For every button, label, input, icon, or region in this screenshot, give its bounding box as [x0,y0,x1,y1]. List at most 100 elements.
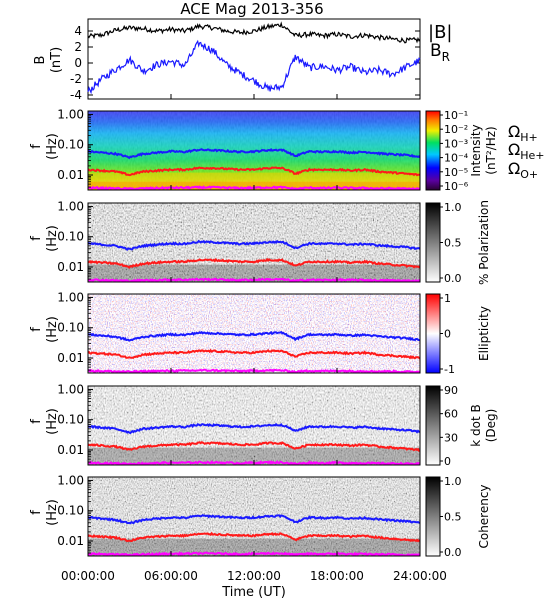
freq-tick-label: 0.01 [57,443,84,457]
colorbar-polarization [425,202,441,283]
panel-b-ylabel: B [33,56,48,65]
h-plus-gyro-line [88,422,420,435]
panel-coherence-image [88,477,420,556]
colorbar-tick-label: 0 [444,328,451,341]
colorbar-tick-label: 30 [444,431,458,444]
spectrogram-panels: 1.000.100.01f (Hz)10⁻¹10⁻²10⁻³10⁻⁴10⁻⁵10⁻… [29,107,498,559]
colorbar-tick-label: 90 [444,384,458,397]
panel-coherence: 1.00 0.10 0.01 f (Hz) 1.0 0.5 0.0 Coherency [29,473,491,559]
legend-b-radial-sub: R [442,50,450,64]
colorbar-label: Intensity [469,124,483,176]
time-axis: 00:00:00 06:00:00 12:00:00 18:00:00 24:00:00 [61,569,447,583]
freq-tick-label: 0.10 [57,138,84,152]
freq-axis-label: f [29,510,44,515]
time-tick-label: 18:00:00 [310,569,364,583]
colorbar-tick-label: 0.0 [444,272,462,285]
colorbar-tick-label: 10⁻⁵ [444,166,468,179]
legend-b-radial-main: B [430,41,442,61]
freq-axis-label: f [29,327,44,332]
freq-axis-unit: (Hz) [45,499,60,526]
panel-ellipticity: 1.00 0.10 0.01 f (Hz) 1 0 -1 Ellipticity [29,290,491,376]
b-ytick-label: 0 [74,56,82,70]
colorbar-tick-label: 1.0 [444,201,462,214]
freq-axis-unit: (Hz) [45,408,60,435]
legend-h-plus-sub: H+ [520,131,538,144]
legend-he-plus: ΩHe+ [508,140,545,162]
colorbar-label: % Polarization [477,200,491,285]
b-ytick-label: 4 [74,24,82,38]
colorbar-label: k dot B [469,404,483,446]
colorbar-tick-label: 60 [444,408,458,421]
h-plus-gyro-line [88,514,420,525]
panel-polarization-image [88,203,420,282]
freq-axis-label: f [29,419,44,424]
freq-tick-label: 1.00 [57,290,84,304]
freq-tick-label: 0.10 [57,230,84,244]
colorbar-tick-label: 0.5 [444,237,462,250]
freq-axis-unit: (Hz) [45,316,60,343]
b-total-line [87,21,421,44]
time-tick-label: 24:00:00 [393,569,447,583]
freq-axis-label: f [29,236,44,241]
colorbar-tick-label: 10⁻⁴ [444,152,469,165]
gyro-legend: ΩH+ ΩHe+ ΩO+ [508,122,545,181]
legend-he-plus-sub: He+ [520,149,544,162]
colorbar-tick-label: -1 [444,363,455,376]
panel-b-yunit: (nT) [49,47,64,73]
colorbar-tick-label: 10⁻³ [444,137,468,150]
freq-tick-label: 1.00 [57,199,84,213]
freq-tick-label: 0.01 [57,351,84,365]
freq-tick-label: 1.00 [57,107,84,121]
legend-o-plus-sub: O+ [520,168,538,181]
he-plus-gyro-line [88,531,420,543]
colorbar-unit: (Deg) [484,409,498,443]
time-tick-label: 12:00:00 [227,569,281,583]
colorbar-unit: (nT²/Hz) [484,126,498,174]
he-plus-gyro-line [88,257,420,270]
he-plus-gyro-line [88,166,420,177]
colorbar-intensity [425,110,441,191]
h-plus-gyro-line [88,148,420,160]
freq-axis-unit: (Hz) [45,133,60,160]
freq-tick-label: 1.00 [57,382,84,396]
b-radial-line [87,39,421,95]
colorbar-tick-label: 10⁻¹ [444,109,468,122]
colorbar-tick-label: 1 [444,292,451,305]
panel-b-frame [87,18,421,100]
panel-intensity: 1.00 0.10 0.01 f (Hz) 10⁻¹10⁻²10⁻³ 10⁻⁴10⁻⁵10⁻… [29,107,498,193]
freq-axis-label: f [29,144,44,149]
h-plus-gyro-line [88,330,420,342]
h-plus-gyro-line [88,239,420,251]
colorbar-coherence [425,476,441,557]
panel-b-yticks: 4 2 0 -2 -4 [70,24,421,102]
panel-kdotb-image [88,386,420,465]
colorbar-ellipticity [425,293,441,374]
freq-tick-label: 0.01 [57,168,84,182]
freq-tick-label: 0.10 [57,413,84,427]
colorbar-tick-label: 0.0 [444,546,462,559]
panel-b-field: 420-2-4 B (nT) |B| BR [33,18,452,102]
panel-intensity-image [88,111,420,190]
panel-ellipticity-image [88,294,420,373]
colorbar-label: Ellipticity [477,306,491,361]
time-tick-label: 00:00:00 [61,569,115,583]
panel-polarization: 1.00 0.10 0.01 f (Hz) 1.0 0.5 0.0 % Polarization [29,199,491,285]
he-plus-gyro-line [88,348,420,360]
time-tick-label: 06:00:00 [144,569,198,583]
colorbar-tick-label: 10⁻⁶ [444,180,469,193]
b-ytick-label: 2 [74,40,82,54]
b-ytick-label: -2 [70,72,82,86]
freq-tick-label: 1.00 [57,473,84,487]
colorbar-tick-label: 0 [444,455,451,468]
legend-b-total: |B| [428,22,452,43]
colorbar-tick-label: 10⁻² [444,123,468,136]
b-ytick-label: -4 [70,88,82,102]
legend-he-plus-main: Ω [508,140,520,159]
colorbar-label: Coherency [477,484,491,548]
legend-h-plus-main: Ω [508,122,520,141]
colorbar-tick-label: 1.0 [444,475,462,488]
legend-h-plus: ΩH+ [508,122,538,144]
legend-b-radial: BR [430,41,450,64]
he-plus-gyro-line [88,441,420,453]
